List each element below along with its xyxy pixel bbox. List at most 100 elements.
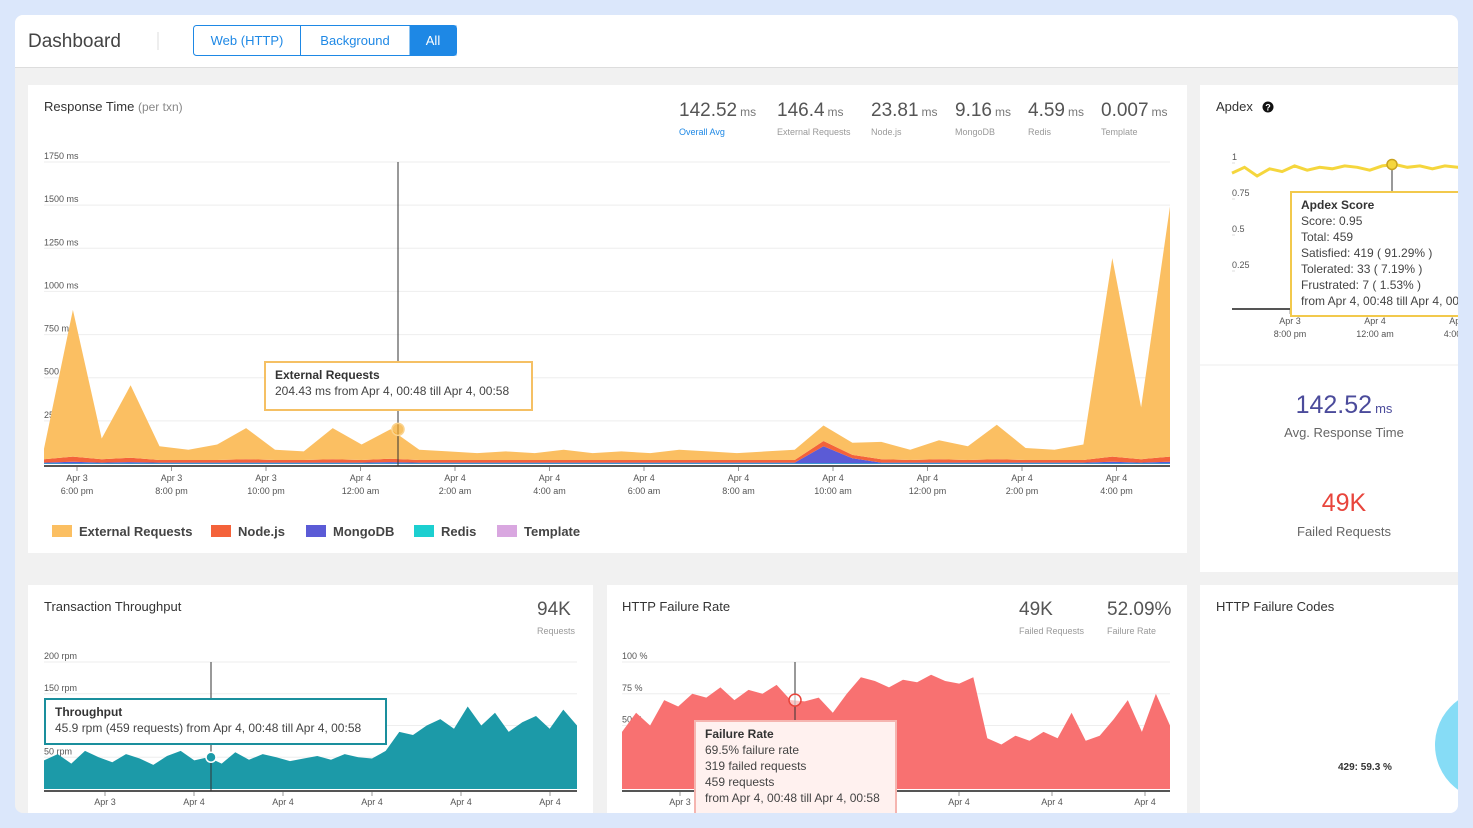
y-tick-label: 1000 ms [44, 280, 79, 290]
legend-swatch [497, 525, 517, 537]
y-tick-label: 0.5 [1232, 224, 1245, 234]
x-tick-label: 8:00 pm [155, 486, 188, 496]
legend-swatch [211, 525, 231, 537]
x-tick-label: Apr 3 [1279, 316, 1301, 326]
y-tick-label: 1750 ms [44, 151, 79, 161]
x-tick-label: 8:00 pm [1274, 329, 1307, 339]
stat-value: 9.16 [955, 100, 992, 121]
x-tick-label: Apr 4 [948, 797, 970, 807]
stat: 0.007 ms [1101, 100, 1168, 121]
tooltip-line: 45.9 rpm (459 requests) from Apr 4, 00:4… [55, 721, 361, 735]
tooltip-line: from Apr 4, 00:48 till Apr 4, 00:58 [1301, 294, 1473, 308]
tooltip-title: External Requests [275, 368, 380, 382]
panel [28, 85, 1187, 553]
hover-marker [391, 422, 405, 437]
panel-title: HTTP Failure Rate [622, 599, 730, 614]
x-tick-label: Apr 4 [361, 797, 383, 807]
stat-label: Failed Requests [1019, 626, 1085, 636]
tab-active[interactable] [409, 25, 457, 56]
stat-value: 94K [537, 599, 571, 620]
tooltip-line: from Apr 4, 00:48 till Apr 4, 00:58 [705, 791, 880, 805]
x-tick-label: Apr 4 [539, 797, 561, 807]
x-tick-label: Apr 4 [822, 473, 844, 483]
stat-value: 0.007 [1101, 100, 1149, 121]
tab[interactable]: All [426, 33, 441, 48]
avg-response: 142.52 ms [1296, 391, 1393, 419]
y-tick-label: 100 % [622, 651, 648, 661]
tooltip [694, 720, 897, 813]
x-tick-label: Apr 4 [444, 473, 466, 483]
x-tick-label: Apr 3 [94, 797, 116, 807]
x-tick-label: 4:00 pm [1100, 486, 1133, 496]
legend-label: Node.js [238, 524, 285, 539]
tooltip [44, 698, 387, 745]
x-tick-label: 12:00 am [342, 486, 380, 496]
x-tick-label: Apr 3 [161, 473, 183, 483]
stat-value: 142.52 [679, 100, 737, 121]
y-tick-label: 50 rpm [44, 746, 72, 756]
stat: 4.59 ms [1028, 100, 1084, 121]
stat-label: Overall Avg [679, 127, 725, 137]
x-tick-label: Apr 4 [1449, 316, 1471, 326]
x-tick-label: Apr 4 [1011, 473, 1033, 483]
stat-label: Template [1101, 127, 1138, 137]
x-tick-label: 4:00 am [1444, 329, 1473, 339]
x-tick-label: 10:00 pm [247, 486, 285, 496]
tooltip [1290, 191, 1458, 317]
tooltip-title: Failure Rate [705, 727, 774, 741]
x-tick-label: 2:00 pm [1006, 486, 1039, 496]
x-tick-label: Apr 4 [917, 473, 939, 483]
pie-slice [1435, 690, 1458, 800]
tooltip-line: Satisfied: 419 ( 91.29% ) [1301, 246, 1432, 260]
x-tick-label: Apr 4 [728, 473, 750, 483]
stat-label: MongoDB [955, 127, 995, 137]
x-tick-label: Apr 4 [633, 473, 655, 483]
panel-title: Transaction Throughput [44, 599, 182, 614]
panel-title: Apdex [1216, 99, 1253, 114]
stat-label: Failure Rate [1107, 626, 1156, 636]
tooltip-line: 69.5% failure rate [705, 743, 799, 757]
x-tick-label: Apr 4 [272, 797, 294, 807]
tooltip-line: 459 requests [705, 775, 774, 789]
hover-marker [1386, 158, 1398, 171]
legend-swatch [52, 525, 72, 537]
y-tick-label: 1500 ms [44, 194, 79, 204]
stat-unit: ms [828, 105, 844, 119]
legend-label: Template [524, 524, 580, 539]
tabs: Web (HTTP) Background All [193, 25, 457, 56]
stat: 146.4 ms [777, 100, 844, 121]
x-tick-label: Apr 3 [669, 797, 691, 807]
tab[interactable]: Background [320, 33, 389, 48]
tooltip-line: Tolerated: 33 ( 7.19% ) [1301, 262, 1422, 276]
tooltip-title: Apdex Score [1301, 198, 1375, 212]
avg-value: 142.52 [1296, 391, 1372, 419]
tooltip [264, 361, 533, 411]
stat-value: 23.81 [871, 100, 919, 121]
tooltip-line: Score: 0.95 [1301, 214, 1363, 228]
subtitle: (per txn) [138, 100, 183, 114]
x-tick-label: 8:00 am [722, 486, 755, 496]
avg-label: Avg. Response Time [1284, 425, 1404, 440]
stat-value: 4.59 [1028, 100, 1065, 121]
y-tick-label: 750 ms [44, 324, 74, 334]
help-icon[interactable] [1262, 101, 1274, 113]
legend-swatch [414, 525, 434, 537]
content: Dashboard Web (HTTP) Background All Resp… [15, 15, 1473, 813]
x-tick-label: Apr 4 [1134, 797, 1156, 807]
help-glyph: ? [1265, 103, 1271, 113]
panel-title: HTTP Failure Codes [1216, 599, 1335, 614]
pie-label: 429: 59.3 % [1338, 762, 1392, 773]
area [44, 463, 1170, 464]
panel [1200, 585, 1458, 813]
page-title: Dashboard [28, 31, 121, 52]
y-tick-label: 1250 ms [44, 237, 79, 247]
area [44, 706, 577, 789]
tooltip-line: 319 failed requests [705, 759, 806, 773]
stat-label: Node.js [871, 127, 902, 137]
x-tick-label: 10:00 am [814, 486, 852, 496]
tab[interactable]: Web (HTTP) [211, 33, 284, 48]
stat: 23.81 ms [871, 100, 938, 121]
legend-label: Redis [441, 524, 476, 539]
stat: 94K [537, 599, 571, 620]
avg-unit: ms [1375, 401, 1393, 416]
